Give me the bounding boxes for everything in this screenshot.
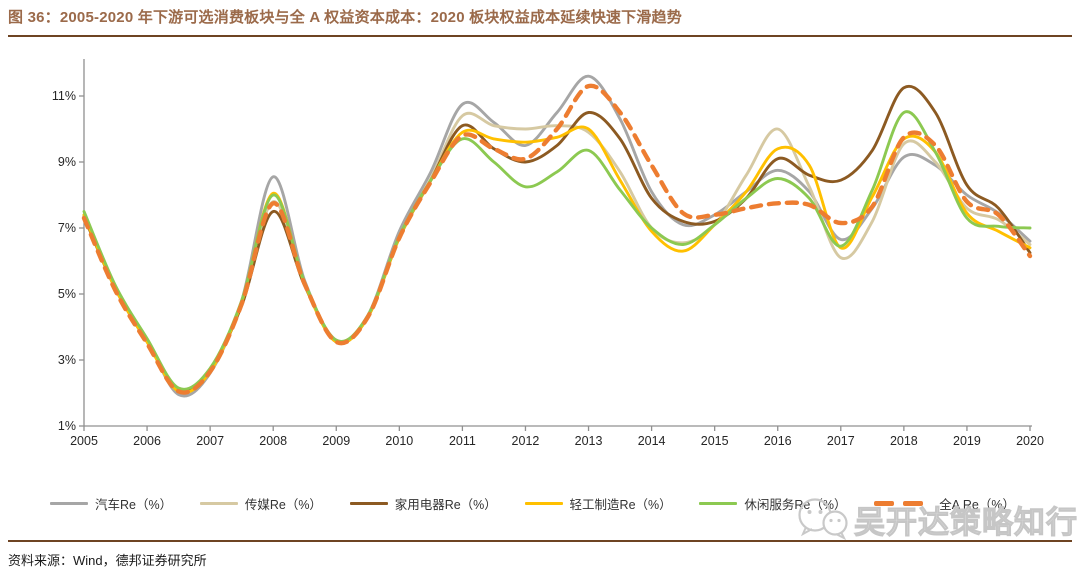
x-tick-label: 2018	[890, 434, 918, 448]
legend-label-1: 传媒Re（%）	[244, 498, 322, 512]
legend-swatch-3	[524, 502, 563, 505]
line-chart: 1% 3% 5% 7% 9% 11% 2005 2006 2007 2008 2009 2010 201…	[52, 59, 1044, 448]
x-tick-label: 2015	[701, 434, 729, 448]
x-tick-label: 2005	[70, 434, 98, 448]
y-tick-label: 11%	[52, 89, 76, 103]
legend-swatch-4	[699, 502, 738, 505]
x-tick-label: 2016	[764, 434, 792, 448]
legend-item-0: 汽车Re（%）	[50, 494, 172, 513]
x-tick-label: 2006	[133, 434, 161, 448]
series-line-0	[82, 74, 1032, 398]
legend-item-4: 休闲服务Re（%）	[699, 494, 847, 513]
y-tick-label: 1%	[58, 419, 76, 433]
x-tick-label: 2010	[385, 434, 413, 448]
x-tick-label: 2019	[953, 434, 981, 448]
x-tick-label: 2012	[512, 434, 540, 448]
legend-label-5: 全A Re（%）	[939, 498, 1015, 512]
footer-divider	[8, 540, 1072, 542]
y-tick-label: 5%	[58, 287, 76, 301]
legend-label-4: 休闲服务Re（%）	[744, 498, 847, 512]
figure-title: 图 36：2005-2020 年下游可选消费板块与全 A 权益资本成本：2020…	[8, 9, 682, 26]
y-tick-label: 9%	[58, 155, 76, 169]
legend-item-5: 全A Re（%）	[874, 494, 1015, 513]
legend-label-3: 轻工制造Re（%）	[569, 498, 672, 512]
y-tick-label: 7%	[58, 221, 76, 235]
x-tick-label: 2020	[1016, 434, 1044, 448]
chart-legend: 汽车Re（%） 传媒Re（%） 家用电器Re（%） 轻工制造Re（%） 休闲服务Re（%…	[50, 494, 1015, 513]
series-line-3	[82, 125, 1032, 395]
x-tick-label: 2009	[322, 434, 350, 448]
legend-swatch-0	[50, 502, 88, 505]
legend-swatch-2	[349, 502, 388, 505]
data-source: 资料来源：Wind，德邦证券研究所	[8, 553, 207, 568]
legend-item-3: 轻工制造Re（%）	[524, 494, 672, 513]
x-tick-label: 2008	[259, 434, 287, 448]
series-line-1	[82, 111, 1032, 394]
legend-label-0: 汽车Re（%）	[95, 498, 173, 512]
x-tick-label: 2013	[575, 434, 603, 448]
legend-label-2: 家用电器Re（%）	[394, 498, 497, 512]
x-tick-label: 2007	[196, 434, 224, 448]
legend-swatch-5	[874, 501, 932, 506]
series-line-4	[82, 110, 1032, 391]
x-tick-label: 2014	[638, 434, 666, 448]
series-line-5	[81, 83, 1033, 395]
legend-swatch-1	[199, 502, 238, 505]
x-tick-label: 2017	[827, 434, 855, 448]
legend-item-1: 传媒Re（%）	[199, 494, 322, 513]
legend-item-2: 家用电器Re（%）	[349, 494, 497, 513]
x-tick-label: 2011	[449, 434, 476, 448]
title-divider	[8, 35, 1072, 37]
y-tick-label: 3%	[58, 353, 76, 367]
